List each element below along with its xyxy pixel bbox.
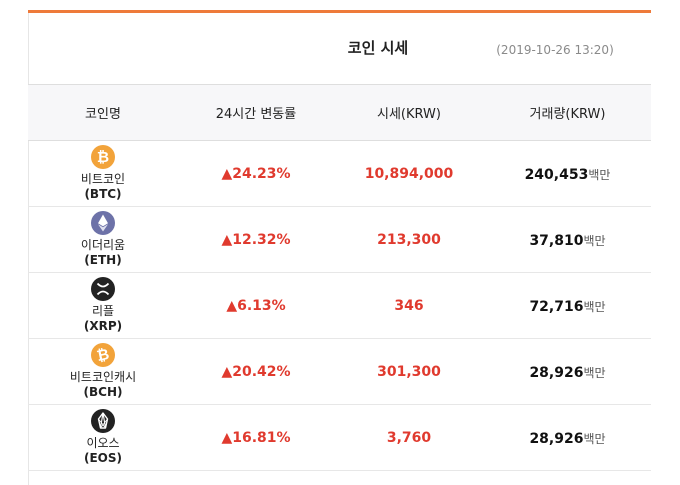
top-accent-bar (28, 10, 651, 13)
volume-cell: 28,926백만 (484, 338, 651, 405)
volume-value: 28,926 (529, 365, 584, 381)
svg-text:₿: ₿ (95, 345, 111, 365)
coin-symbol: (BCH) (83, 385, 123, 399)
coin-name: 리플 (91, 304, 115, 318)
table-row: 이더리움 (ETH) ▲12.32% 213,300 37,810백만 (28, 206, 651, 273)
price: 213,300 (334, 206, 484, 273)
column-header-change: 24시간 변동률 (178, 84, 334, 141)
volume-unit: 백만 (588, 168, 611, 182)
volume-value: 240,453 (524, 167, 589, 183)
volume-cell: 72,716백만 (484, 272, 651, 339)
volume-cell: 37,810백만 (484, 206, 651, 273)
price: 301,300 (334, 338, 484, 405)
coin-price-table: 코인명 24시간 변동률 시세(KRW) 거래량(KRW) ₿ 비트코인 (BT… (28, 84, 651, 471)
coin-cell: 이오스 (EOS) (28, 404, 178, 471)
volume-cell: 28,926백만 (484, 404, 651, 471)
coin-name: 이오스 (86, 436, 120, 450)
bitcoin-cash-icon: ₿ (91, 343, 115, 367)
table-row: ₿ 비트코인캐시 (BCH) ▲20.42% 301,300 28,926백만 (28, 338, 651, 405)
change-rate: ▲12.32% (178, 206, 334, 273)
coin-symbol: (BTC) (84, 187, 122, 201)
volume-unit: 백만 (583, 432, 606, 446)
volume-unit: 백만 (583, 234, 606, 248)
column-header-coin: 코인명 (28, 84, 178, 141)
table-row: 리플 (XRP) ▲6.13% 346 72,716백만 (28, 272, 651, 339)
coin-cell: ₿ 비트코인 (BTC) (28, 140, 178, 207)
bitcoin-icon: ₿ (91, 145, 115, 169)
ripple-icon (91, 277, 115, 301)
coin-symbol: (EOS) (83, 451, 122, 465)
price: 346 (334, 272, 484, 339)
page-title: 코인 시세 (347, 39, 409, 57)
volume-unit: 백만 (583, 366, 606, 380)
table-header-row: 코인명 24시간 변동률 시세(KRW) 거래량(KRW) (28, 84, 651, 141)
ethereum-icon (91, 211, 115, 235)
column-header-price: 시세(KRW) (334, 84, 484, 141)
timestamp: (2019-10-26 13:20) (496, 43, 614, 57)
change-rate: ▲24.23% (178, 140, 334, 207)
coin-cell: 이더리움 (ETH) (28, 206, 178, 273)
volume-unit: 백만 (583, 300, 606, 314)
table-row: 이오스 (EOS) ▲16.81% 3,760 28,926백만 (28, 404, 651, 471)
coin-name: 이더리움 (80, 238, 126, 252)
volume-value: 28,926 (529, 431, 584, 447)
change-rate: ▲6.13% (178, 272, 334, 339)
price: 10,894,000 (334, 140, 484, 207)
volume-value: 37,810 (529, 233, 584, 249)
change-rate: ▲16.81% (178, 404, 334, 471)
svg-text:₿: ₿ (97, 148, 109, 166)
table-row: ₿ 비트코인 (BTC) ▲24.23% 10,894,000 240,453백… (28, 140, 651, 207)
eos-icon (91, 409, 115, 433)
coin-cell: 리플 (XRP) (28, 272, 178, 339)
coin-symbol: (XRP) (83, 319, 123, 333)
price: 3,760 (334, 404, 484, 471)
volume-value: 72,716 (529, 299, 584, 315)
column-header-volume: 거래량(KRW) (484, 84, 651, 141)
coin-name: 비트코인 (80, 172, 126, 186)
volume-cell: 240,453백만 (484, 140, 651, 207)
change-rate: ▲20.42% (178, 338, 334, 405)
coin-name: 비트코인캐시 (69, 370, 137, 384)
coin-cell: ₿ 비트코인캐시 (BCH) (28, 338, 178, 405)
coin-symbol: (ETH) (84, 253, 122, 267)
